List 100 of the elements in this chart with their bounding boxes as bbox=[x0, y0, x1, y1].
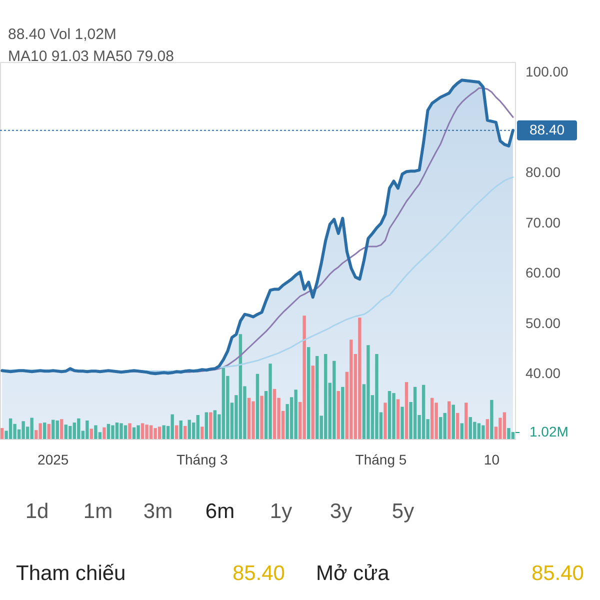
y2-tick-label: 1.02M bbox=[530, 424, 568, 440]
y-tick-label: 60.00 bbox=[526, 264, 561, 281]
x-tick-label: 2025 bbox=[38, 452, 69, 468]
y-tick-label: 100.00 bbox=[526, 64, 569, 80]
bar bbox=[375, 354, 378, 439]
bar bbox=[384, 402, 387, 439]
bar bbox=[200, 426, 204, 439]
bar bbox=[120, 423, 123, 439]
bar bbox=[22, 421, 25, 439]
bar bbox=[448, 401, 451, 439]
bar bbox=[413, 386, 417, 439]
bar bbox=[477, 423, 481, 439]
bar bbox=[486, 419, 490, 439]
bar bbox=[238, 334, 242, 439]
bar bbox=[149, 425, 153, 439]
text: 85.40 bbox=[531, 562, 584, 585]
bar bbox=[490, 400, 494, 439]
x-tick-label: 10 bbox=[484, 452, 500, 468]
bar bbox=[68, 426, 72, 439]
y-tick-label: 50.00 bbox=[526, 314, 561, 331]
bar bbox=[307, 347, 310, 439]
text: 6m bbox=[205, 500, 235, 523]
bar bbox=[311, 366, 314, 439]
bar bbox=[332, 360, 336, 439]
bar bbox=[136, 425, 140, 439]
bar bbox=[511, 432, 515, 439]
bar bbox=[302, 316, 306, 439]
bar bbox=[452, 404, 455, 439]
bar bbox=[358, 318, 362, 439]
bar bbox=[260, 396, 264, 439]
bar bbox=[222, 368, 226, 439]
bar bbox=[8, 418, 12, 439]
bar bbox=[115, 422, 119, 439]
text: 85.40 bbox=[232, 562, 285, 585]
bar bbox=[316, 356, 319, 439]
bar bbox=[188, 420, 191, 439]
bar bbox=[507, 428, 510, 439]
bar bbox=[247, 398, 251, 439]
bar bbox=[430, 398, 434, 439]
x-tick-label: Tháng 3 bbox=[176, 452, 228, 468]
bar bbox=[60, 419, 64, 439]
text: Mở cửa bbox=[316, 562, 390, 585]
ref-line-label: 88.40 bbox=[529, 121, 565, 138]
bar bbox=[366, 345, 370, 439]
bar bbox=[196, 415, 200, 439]
text: 3y bbox=[330, 500, 353, 523]
bar bbox=[294, 390, 298, 439]
bar bbox=[124, 425, 128, 439]
y-tick-label: 40.00 bbox=[526, 365, 561, 382]
bar bbox=[132, 427, 136, 439]
text: 1d bbox=[25, 500, 49, 523]
bar bbox=[106, 424, 110, 439]
bar bbox=[482, 425, 485, 439]
bar bbox=[179, 420, 182, 439]
bar bbox=[175, 425, 178, 439]
bar bbox=[170, 414, 174, 439]
bar bbox=[350, 340, 353, 439]
bar bbox=[460, 423, 464, 439]
bar bbox=[162, 425, 166, 439]
bar bbox=[0, 428, 4, 439]
bar bbox=[30, 418, 34, 439]
text: 3m bbox=[143, 500, 173, 523]
y-tick-label: 70.00 bbox=[526, 214, 561, 230]
bar bbox=[438, 417, 442, 439]
bar bbox=[52, 420, 55, 439]
bar bbox=[464, 402, 468, 439]
bar bbox=[111, 425, 114, 439]
text: Tham chiếu bbox=[16, 562, 126, 585]
bar bbox=[502, 412, 506, 439]
bar bbox=[56, 420, 59, 439]
bar bbox=[158, 426, 162, 439]
bar bbox=[213, 410, 217, 439]
bar bbox=[86, 420, 89, 439]
bar bbox=[443, 412, 446, 439]
bar bbox=[77, 418, 80, 439]
bar bbox=[392, 393, 396, 439]
bar bbox=[400, 406, 404, 439]
text: 5y bbox=[392, 500, 415, 523]
bar bbox=[90, 428, 94, 439]
bar bbox=[64, 424, 68, 439]
bar bbox=[456, 412, 460, 439]
bar bbox=[72, 422, 76, 439]
bar bbox=[102, 427, 106, 439]
text: 88.40 Vol 1,02M bbox=[8, 26, 116, 43]
bar bbox=[404, 382, 408, 439]
bar bbox=[47, 424, 50, 439]
text: 1y bbox=[270, 500, 293, 523]
bar bbox=[38, 423, 42, 439]
bar bbox=[145, 424, 148, 439]
bar bbox=[324, 354, 328, 439]
bar bbox=[140, 423, 144, 439]
bar bbox=[209, 412, 212, 439]
x-tick-label: Tháng 5 bbox=[355, 452, 407, 468]
text: 1m bbox=[83, 500, 113, 523]
bar bbox=[422, 384, 426, 439]
bar bbox=[184, 426, 187, 439]
bar bbox=[128, 423, 132, 439]
bar bbox=[388, 391, 392, 439]
bar bbox=[252, 401, 255, 439]
bar bbox=[154, 428, 157, 439]
